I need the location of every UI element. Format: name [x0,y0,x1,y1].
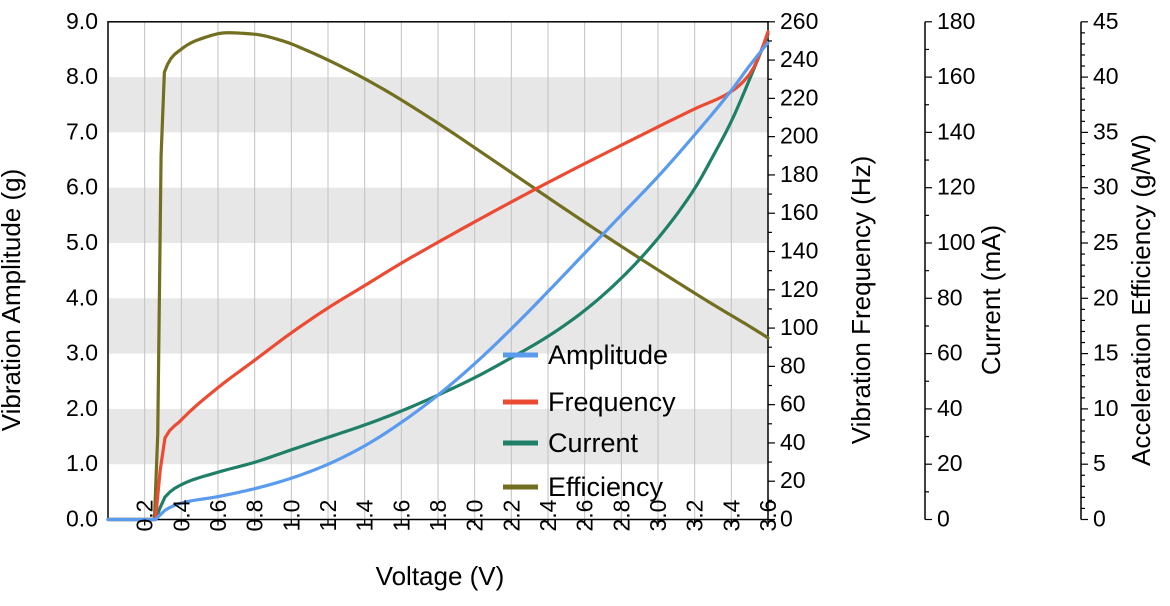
svg-text:7.0: 7.0 [66,118,98,144]
svg-text:1.0: 1.0 [278,500,304,532]
svg-text:200: 200 [780,123,818,149]
svg-text:3.4: 3.4 [718,499,744,531]
svg-text:20: 20 [780,467,806,493]
svg-text:2.2: 2.2 [498,500,524,532]
svg-text:5.0: 5.0 [66,229,98,255]
svg-text:2.4: 2.4 [535,499,561,531]
svg-text:240: 240 [780,46,818,72]
svg-text:3.2: 3.2 [682,500,708,532]
svg-text:2.8: 2.8 [608,500,634,532]
svg-text:1.4: 1.4 [352,499,378,531]
svg-text:160: 160 [780,199,818,225]
svg-text:0: 0 [780,506,793,532]
svg-text:Current: Current [548,428,639,458]
svg-text:0.6: 0.6 [205,500,231,532]
svg-text:1.0: 1.0 [66,450,98,476]
svg-text:20: 20 [1093,284,1119,310]
svg-text:1.6: 1.6 [388,500,414,532]
svg-text:Acceleration Efficiency (g/W): Acceleration Efficiency (g/W) [1126,134,1156,466]
svg-text:40: 40 [937,395,963,421]
svg-text:180: 180 [780,161,818,187]
svg-text:10: 10 [1093,395,1119,421]
svg-text:4.0: 4.0 [66,284,98,310]
svg-text:40: 40 [780,429,806,455]
svg-text:30: 30 [1093,174,1119,200]
svg-text:0.0: 0.0 [66,506,98,532]
svg-text:2.0: 2.0 [462,500,488,532]
svg-text:100: 100 [780,314,818,340]
svg-text:2.6: 2.6 [572,500,598,532]
svg-text:3.6: 3.6 [755,500,781,532]
svg-text:140: 140 [780,238,818,264]
svg-text:45: 45 [1093,8,1119,34]
svg-text:140: 140 [937,118,975,144]
svg-text:0.8: 0.8 [242,500,268,532]
svg-text:260: 260 [780,8,818,34]
svg-text:15: 15 [1093,340,1119,366]
svg-text:2.0: 2.0 [66,395,98,421]
svg-text:80: 80 [937,284,963,310]
svg-text:Vibration Amplitude (g): Vibration Amplitude (g) [0,169,26,432]
svg-text:Amplitude: Amplitude [548,340,668,370]
svg-text:1.2: 1.2 [315,500,341,532]
svg-text:60: 60 [937,340,963,366]
svg-text:0: 0 [937,506,950,532]
svg-text:0: 0 [1093,506,1106,532]
svg-text:180: 180 [937,8,975,34]
svg-text:120: 120 [937,174,975,200]
svg-text:9.0: 9.0 [66,8,98,34]
svg-text:0.4: 0.4 [168,499,194,531]
svg-text:25: 25 [1093,229,1119,255]
svg-text:3.0: 3.0 [66,340,98,366]
svg-text:8.0: 8.0 [66,63,98,89]
svg-text:Efficiency: Efficiency [548,472,664,502]
svg-text:220: 220 [780,84,818,110]
svg-text:6.0: 6.0 [66,174,98,200]
svg-text:Voltage (V): Voltage (V) [376,561,505,591]
svg-text:100: 100 [937,229,975,255]
svg-text:3.0: 3.0 [645,500,671,532]
svg-text:Frequency: Frequency [548,387,676,417]
svg-text:Current (mA): Current (mA) [976,225,1006,375]
svg-text:120: 120 [780,276,818,302]
svg-text:20: 20 [937,450,963,476]
svg-text:0.2: 0.2 [132,500,158,532]
svg-text:35: 35 [1093,118,1119,144]
svg-text:60: 60 [780,391,806,417]
svg-text:40: 40 [1093,63,1119,89]
svg-text:160: 160 [937,63,975,89]
svg-text:80: 80 [780,352,806,378]
svg-text:Vibration Frequency (Hz): Vibration Frequency (Hz) [846,156,876,445]
svg-text:5: 5 [1093,450,1106,476]
svg-text:1.8: 1.8 [425,500,451,532]
